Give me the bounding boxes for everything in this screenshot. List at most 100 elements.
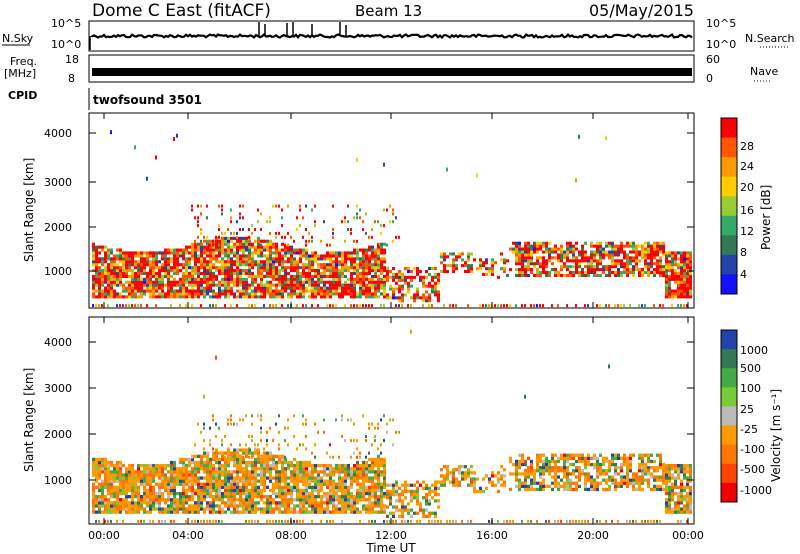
heatmap-cell	[122, 504, 125, 508]
heatmap-cell	[200, 460, 203, 465]
heatmap-cell	[176, 507, 179, 511]
heatmap-cell	[611, 481, 614, 485]
heatmap-cell	[245, 257, 248, 261]
heatmap-cell	[668, 280, 671, 284]
heatmap-cell	[203, 498, 206, 502]
heatmap-cell	[245, 504, 248, 508]
heatmap-cell	[287, 491, 290, 496]
heatmap-cell	[608, 478, 611, 482]
heatmap-cell	[611, 270, 614, 274]
heatmap-cell	[491, 272, 494, 276]
heatmap-cell	[260, 426, 262, 430]
heatmap-cell	[569, 270, 572, 274]
heatmap-cell	[299, 498, 302, 502]
heatmap-cell	[398, 496, 401, 500]
heatmap-cell	[587, 472, 590, 476]
heatmap-cell	[149, 488, 152, 493]
heatmap-cell	[671, 510, 674, 514]
heatmap-cell	[326, 266, 329, 270]
heatmap-cell	[596, 519, 598, 523]
heatmap-cell	[251, 295, 254, 299]
heatmap-cell	[647, 256, 650, 260]
heatmap-cell	[542, 265, 545, 269]
heatmap-cell	[596, 247, 599, 251]
heatmap-cell	[272, 263, 275, 267]
heatmap-cell	[98, 467, 101, 471]
heatmap-cell	[311, 495, 314, 499]
heatmap-cell	[536, 459, 539, 464]
heatmap-cell	[104, 274, 107, 278]
heatmap-cell	[644, 478, 647, 482]
heatmap-cell	[266, 283, 269, 287]
heatmap-cell	[434, 290, 437, 294]
heatmap-cell	[218, 254, 221, 258]
heatmap-cell	[347, 228, 349, 231]
heatmap-cell	[101, 479, 104, 483]
heatmap-cell	[239, 495, 242, 499]
heatmap-cell	[641, 244, 644, 248]
heatmap-cell	[197, 501, 200, 505]
heatmap-cell	[611, 241, 614, 245]
heatmap-cell	[266, 269, 269, 273]
heatmap-cell	[539, 475, 542, 479]
heatmap-cell	[182, 257, 185, 261]
heatmap-cell	[593, 456, 596, 460]
heatmap-cell	[287, 257, 290, 261]
noise-trace	[89, 22, 693, 50]
heatmap-cell	[662, 466, 665, 470]
heatmap-cell	[596, 250, 599, 254]
heatmap-cell	[242, 286, 245, 290]
heatmap-cell	[629, 241, 632, 245]
heatmap-cell	[176, 269, 179, 273]
heatmap-cell	[236, 451, 239, 455]
heatmap-cell	[146, 304, 148, 308]
heatmap-cell	[158, 498, 161, 502]
heatmap-cell	[101, 491, 104, 496]
heatmap-cell	[416, 270, 419, 274]
heatmap-cell	[434, 480, 437, 484]
heatmap-cell	[110, 479, 113, 483]
heatmap-cell	[380, 286, 383, 290]
heatmap-cell	[290, 292, 293, 296]
heatmap-cell	[665, 269, 668, 273]
heatmap-cell	[686, 271, 689, 275]
heatmap-cell	[560, 244, 563, 248]
heatmap-cell	[551, 453, 554, 457]
heatmap-cell	[317, 430, 319, 434]
heatmap-cell	[140, 277, 143, 281]
heatmap-cell	[428, 299, 431, 303]
heatmap-cell	[614, 462, 617, 467]
heatmap-cell	[161, 257, 164, 261]
heatmap-cell	[521, 459, 524, 464]
heatmap-cell	[233, 504, 236, 508]
heatmap-cell	[380, 473, 383, 477]
heatmap-cell	[350, 289, 353, 293]
heatmap-cell	[284, 460, 287, 465]
heatmap-cell	[452, 252, 455, 256]
heatmap-cell	[158, 277, 161, 281]
heatmap-cell	[185, 274, 188, 278]
heatmap-cell	[242, 473, 245, 477]
heatmap-cell	[533, 481, 536, 485]
heatmap-cell	[260, 228, 262, 231]
heatmap-cell	[452, 270, 455, 274]
heatmap-cell	[473, 477, 476, 481]
heatmap-cell	[191, 251, 194, 255]
heatmap-cell	[206, 292, 209, 296]
heatmap-cell	[227, 277, 230, 281]
heatmap-cell	[530, 469, 533, 473]
heatmap-cell	[296, 447, 298, 451]
heatmap-cell	[362, 479, 365, 483]
heatmap-cell	[290, 473, 293, 477]
heatmap-cell	[371, 422, 373, 426]
heatmap-cell	[290, 295, 293, 299]
heatmap-cell	[284, 243, 286, 247]
heatmap-cell	[296, 460, 299, 465]
heatmap-cell	[353, 280, 356, 284]
heatmap-cell	[203, 260, 206, 264]
heatmap-cell	[122, 473, 125, 477]
heatmap-cell	[611, 478, 614, 482]
heatmap-cell	[605, 136, 607, 141]
heatmap-cell	[413, 275, 416, 279]
heatmap-cell	[557, 259, 560, 263]
